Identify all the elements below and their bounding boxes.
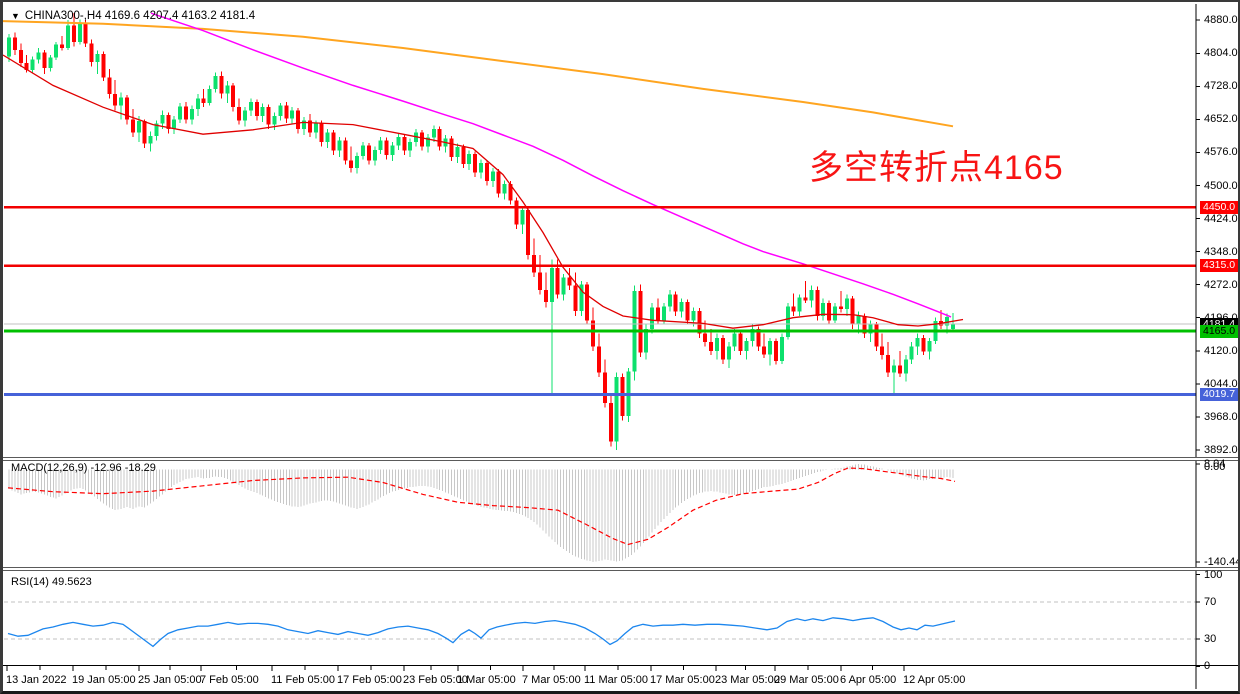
time-tick-label: 17 Feb 05:00 [337,674,402,686]
rsi-indicator-label: RSI(14) 49.5623 [11,576,92,588]
time-tick-label: 17 Mar 05:00 [650,674,715,686]
price-tick-label: 4044.0 [1204,377,1238,390]
price-tick-label: 4500.0 [1204,179,1238,192]
price-tick-label: 4576.0 [1204,146,1238,159]
price-line-badge: 4450.0 [1200,200,1238,214]
price-tick-label: 4804.0 [1204,47,1238,60]
time-tick-label: 1 Mar 05:00 [457,674,516,686]
price-line-badge: 4165.0 [1200,324,1238,338]
chevron-down-icon[interactable]: ▼ [11,11,20,21]
price-tick-label: 3968.0 [1204,410,1238,423]
time-tick-label: 13 Jan 2022 [6,674,67,686]
macd-axis-max-label: 8.04 [1204,458,1226,470]
symbol-ohlc-text: CHINA300-,H4 4169.6 4207.4 4163.2 4181.4 [24,10,256,22]
pane-splitter-rsi[interactable] [3,567,1238,571]
price-tick-label: 4728.0 [1204,80,1238,93]
rsi-axis-30-label: 30 [1204,633,1217,645]
rsi-axis-70-label: 70 [1204,596,1217,608]
price-tick-label: 4348.0 [1204,245,1238,258]
price-tick-label: 4272.0 [1204,278,1238,291]
price-tick-label: 3892.0 [1204,443,1238,456]
time-tick-label: 7 Mar 05:00 [522,674,581,686]
price-line-badge: 4019.7 [1200,387,1238,401]
time-tick-label: 23 Feb 05:00 [403,674,468,686]
macd-axis-zero-label: 0.00 [1204,461,1226,473]
pane-splitter-macd[interactable] [3,457,1238,461]
time-tick-label: 23 Mar 05:00 [715,674,780,686]
macd-indicator-label: MACD(12,26,9) -12.96 -18.29 [11,462,156,474]
time-tick-label: 11 Mar 05:00 [584,674,649,686]
time-tick-label: 7 Feb 05:00 [200,674,259,686]
price-annotation-text: 多空转折点4165 [809,149,1064,187]
price-tick-label: 4424.0 [1204,212,1238,225]
rsi-axis-0-label: 0 [1204,660,1211,672]
time-tick-label: 19 Jan 05:00 [72,674,136,686]
time-tick-label: 29 Mar 05:00 [774,674,839,686]
time-tick-label: 12 Apr 05:00 [903,674,966,686]
price-line-badge: 4315.0 [1200,259,1238,273]
time-tick-label: 25 Jan 05:00 [138,674,202,686]
rsi-axis-100-label: 100 [1204,569,1223,581]
time-tick-label: 6 Apr 05:00 [840,674,897,686]
price-tick-label: 4880.0 [1204,14,1238,27]
chart-canvas[interactable] [3,2,1238,691]
price-tick-label: 4652.0 [1204,113,1238,126]
macd-axis-min-label: -140.44 [1204,556,1240,568]
symbol-ohlc-header[interactable]: ▼ CHINA300-,H4 4169.6 4207.4 4163.2 4181… [11,10,255,22]
time-tick-label: 11 Feb 05:00 [271,674,336,686]
price-tick-label: 4120.0 [1204,344,1238,357]
